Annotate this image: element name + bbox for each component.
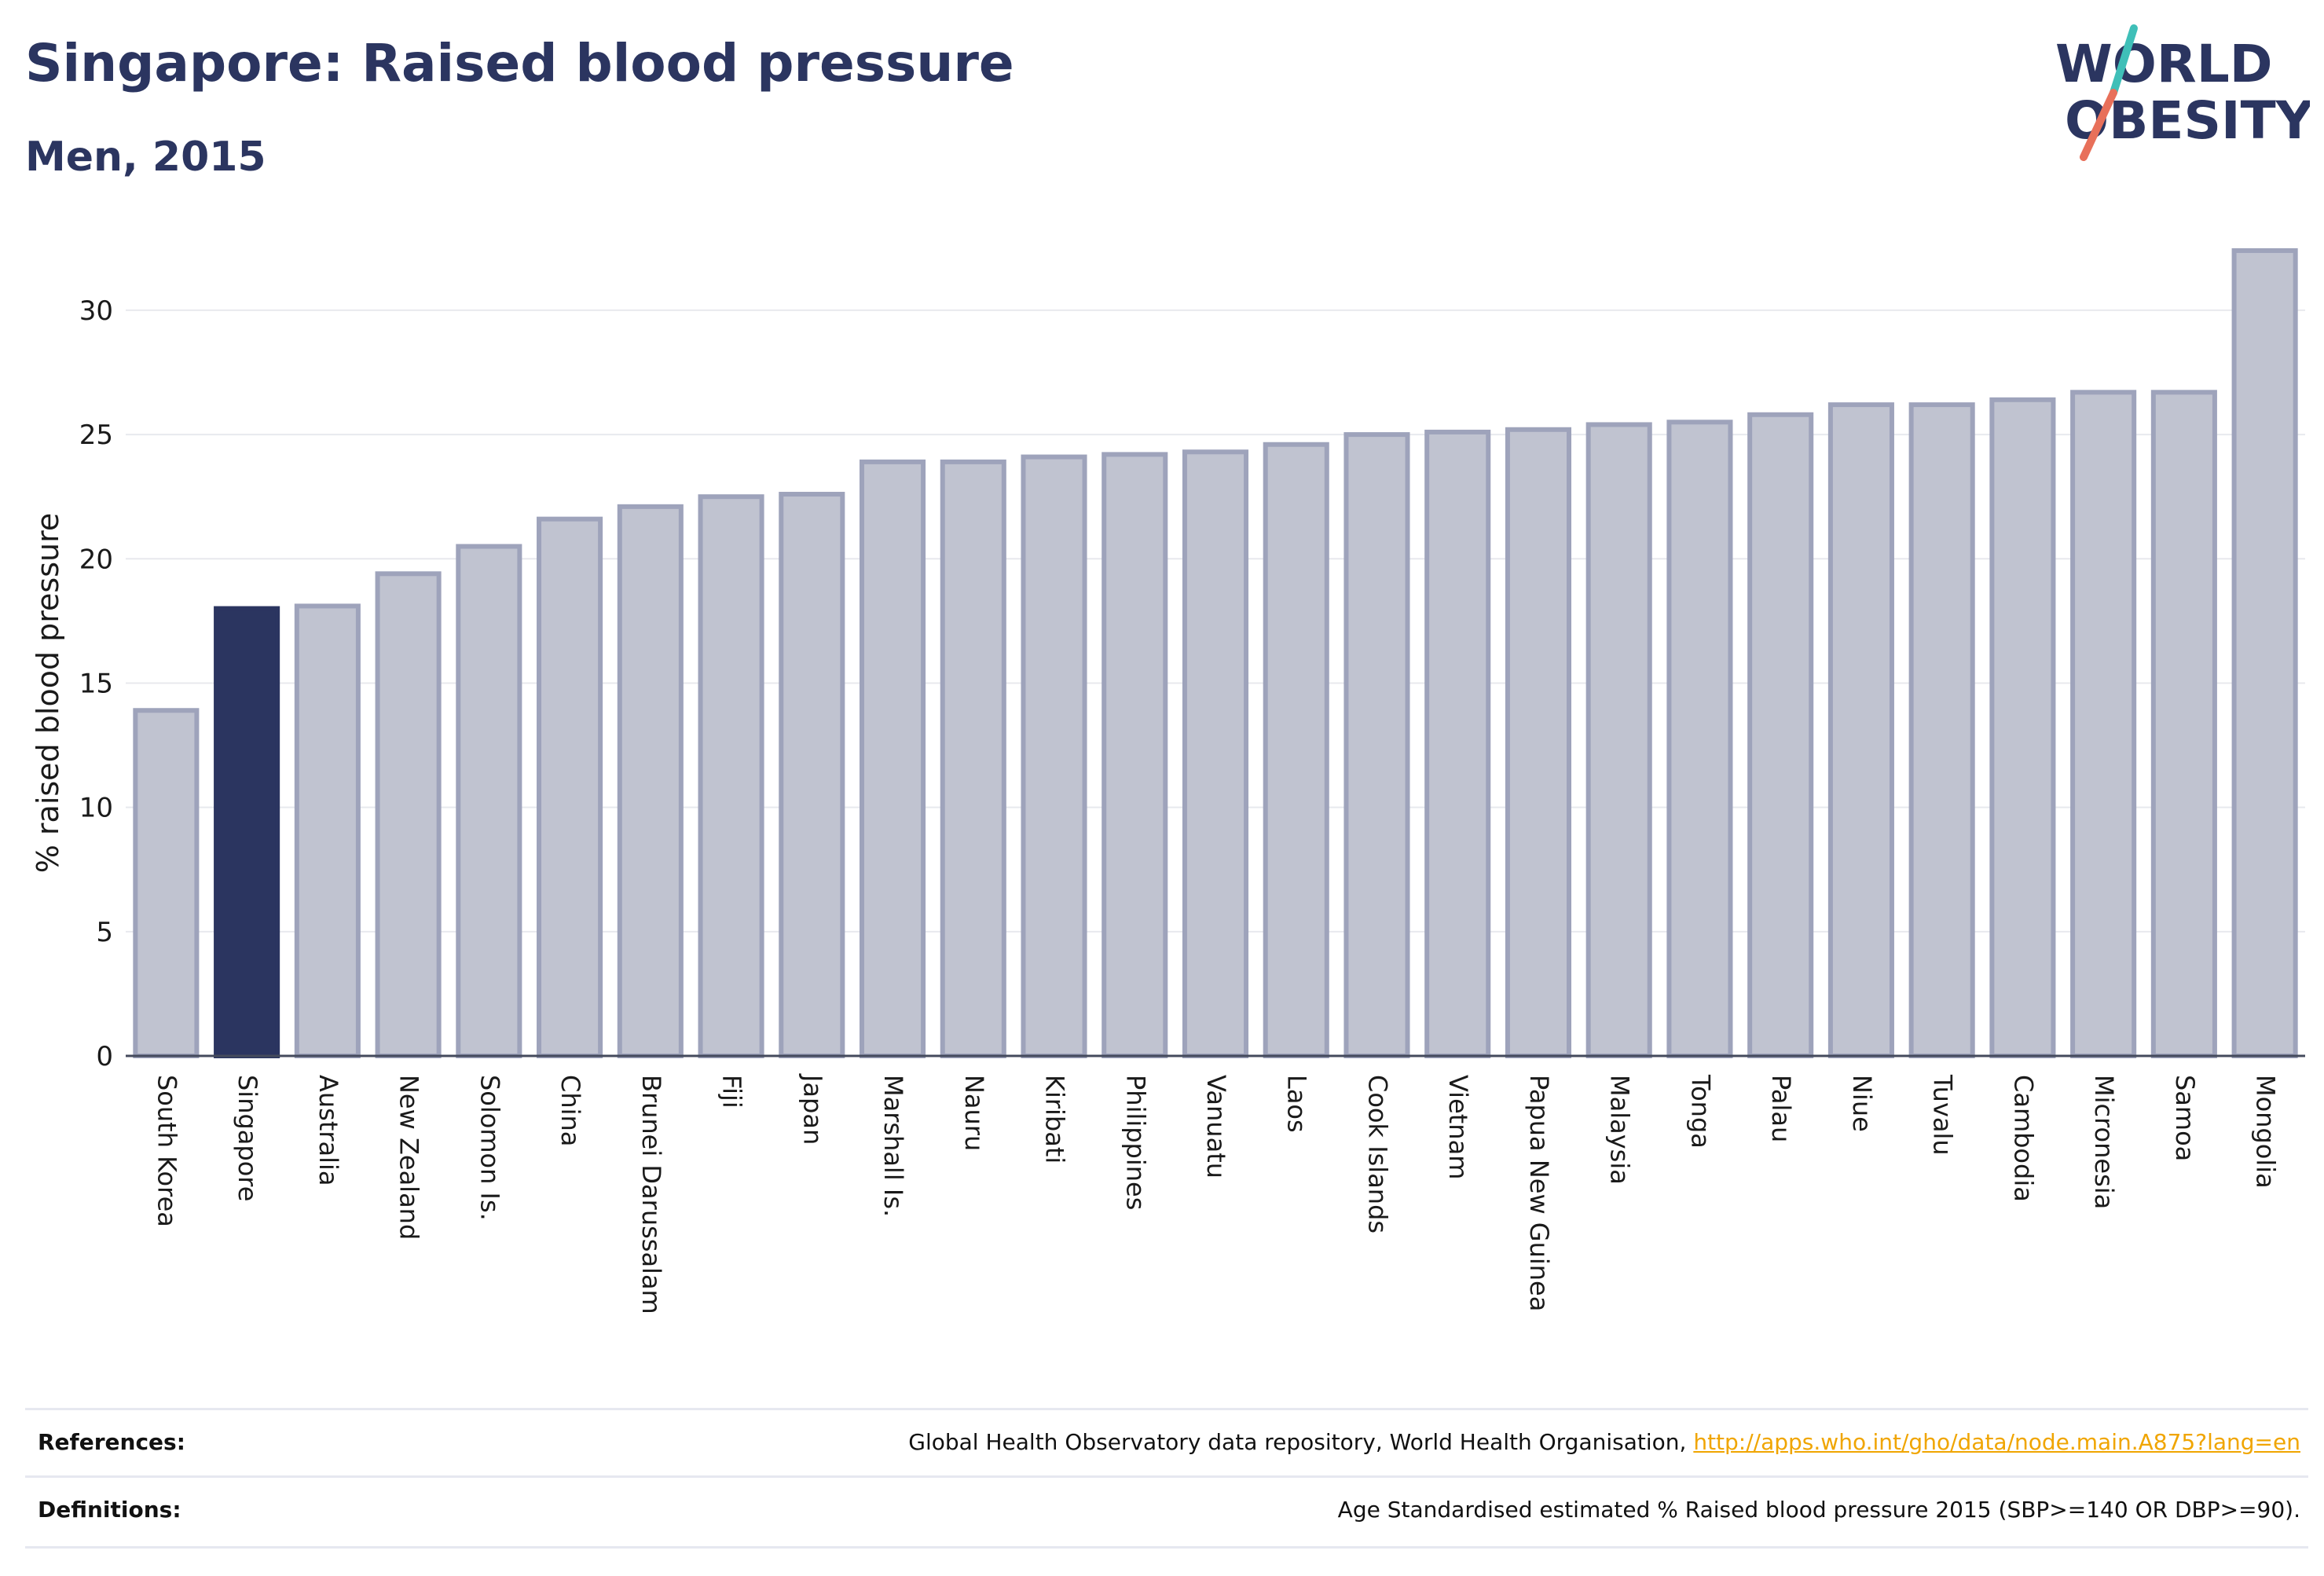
chart-subtitle: Men, 2015 [25,134,266,181]
bars [133,247,2298,1058]
x-tick-label: Kiribati [1040,1075,1070,1164]
bar-tuvalu[interactable] [1908,402,1975,1058]
x-tick-label: China [555,1075,585,1146]
references-row: References: Global Health Observatory da… [25,1408,2308,1473]
bar-samoa[interactable] [2150,390,2217,1058]
x-tick-label: Solomon Is. [475,1075,504,1221]
references-text: Global Health Observatory data repositor… [908,1429,1694,1455]
x-tick-label: Samoa [2170,1075,2200,1161]
y-axis-title: % raised blood pressure [31,513,65,874]
x-tick-label: Niue [1847,1075,1877,1132]
x-tick-label: Nauru [959,1075,989,1151]
x-tick-label: South Korea [152,1075,181,1227]
x-tick-label: Australia [313,1075,343,1186]
references-link[interactable]: http://apps.who.int/gho/data/node.main.A… [1693,1429,2300,1455]
bar-vietnam[interactable] [1424,429,1491,1058]
bar-japan[interactable] [779,492,845,1058]
bar-china[interactable] [537,516,603,1058]
y-tick-label: 15 [79,668,113,699]
bar-niue[interactable] [1827,402,1894,1058]
x-tick-label: Philippines [1120,1075,1150,1210]
x-tick-label: Singapore [233,1075,262,1201]
bar-south-korea[interactable] [133,708,200,1058]
bar-solomon-is[interactable] [456,544,522,1058]
logo-slash-red [2080,89,2117,161]
x-tick-label: Marshall Is. [878,1075,908,1217]
bar-malaysia[interactable] [1585,422,1652,1058]
y-tick-label: 0 [96,1041,113,1072]
x-tick-label: Papua New Guinea [1524,1075,1554,1311]
bar-cambodia[interactable] [1989,397,2056,1058]
x-tick-label: New Zealand [394,1075,424,1240]
x-tick-label: Tuvalu [1928,1074,1958,1156]
y-tick-label: 10 [79,793,113,824]
x-tick-label: Malaysia [1605,1075,1635,1185]
x-tick-label: Palau [1766,1075,1796,1142]
y-tick-label: 30 [79,295,113,327]
bar-laos[interactable] [1263,442,1329,1058]
references-label: References: [38,1429,185,1455]
bar-palau[interactable] [1747,412,1814,1058]
x-tick-label: Vanuatu [1201,1075,1231,1178]
x-tick-label: Laos [1282,1075,1312,1133]
definitions-text: Age Standardised estimated % Raised bloo… [1337,1497,2300,1523]
y-tick-labels: 0 5 10 15 20 25 30 [79,295,113,1072]
x-tick-label: Mongolia [2251,1075,2281,1189]
bar-philippines[interactable] [1102,452,1168,1058]
bar-brunei-darussalam[interactable] [617,504,684,1058]
bar-marshall-is[interactable] [859,459,926,1058]
bar-tonga[interactable] [1666,420,1733,1058]
x-tick-label: Brunei Darussalam [636,1075,666,1314]
x-tick-label: Cambodia [2008,1075,2038,1202]
world-obesity-logo: WORLD OBESITY [2055,24,2310,161]
bar-chart: 0 5 10 15 20 25 30 South Korea Singapore Austral… [31,247,2305,1314]
bar-micronesia[interactable] [2070,390,2137,1058]
y-tick-label: 25 [79,420,113,451]
y-tick-label: 5 [96,917,113,948]
logo-slash-teal [2110,24,2138,97]
y-tick-label: 20 [79,544,113,575]
bar-nauru[interactable] [940,459,1006,1058]
bar-cook-islands[interactable] [1343,432,1410,1058]
logo-line1: WORLD [2055,34,2273,94]
references-value: Global Health Observatory data repositor… [908,1429,2300,1455]
bar-vanuatu[interactable] [1182,449,1249,1058]
chart-title: Singapore: Raised blood pressure [25,33,1014,93]
bar-mongolia[interactable] [2231,247,2298,1058]
x-tick-label: Japan [797,1073,827,1145]
x-tick-label: Vietnam [1443,1075,1473,1179]
bar-singapore[interactable] [214,606,280,1058]
definitions-label: Definitions: [38,1497,181,1523]
x-tick-label: Tonga [1685,1074,1715,1149]
bar-australia[interactable] [294,603,361,1058]
x-tick-label: Fiji [717,1075,747,1109]
footer-divider [25,1546,2308,1549]
x-tick-labels: South Korea Singapore Australia New Zealand… [152,1073,2280,1314]
x-tick-label: Micronesia [2089,1075,2119,1209]
x-tick-label: Cook Islands [1362,1075,1392,1233]
bar-new-zealand[interactable] [375,571,442,1058]
bar-papua-new-guinea[interactable] [1505,427,1572,1058]
definitions-row: Definitions: Age Standardised estimated … [25,1475,2308,1541]
bar-kiribati[interactable] [1021,454,1087,1058]
bar-fiji[interactable] [698,494,764,1058]
